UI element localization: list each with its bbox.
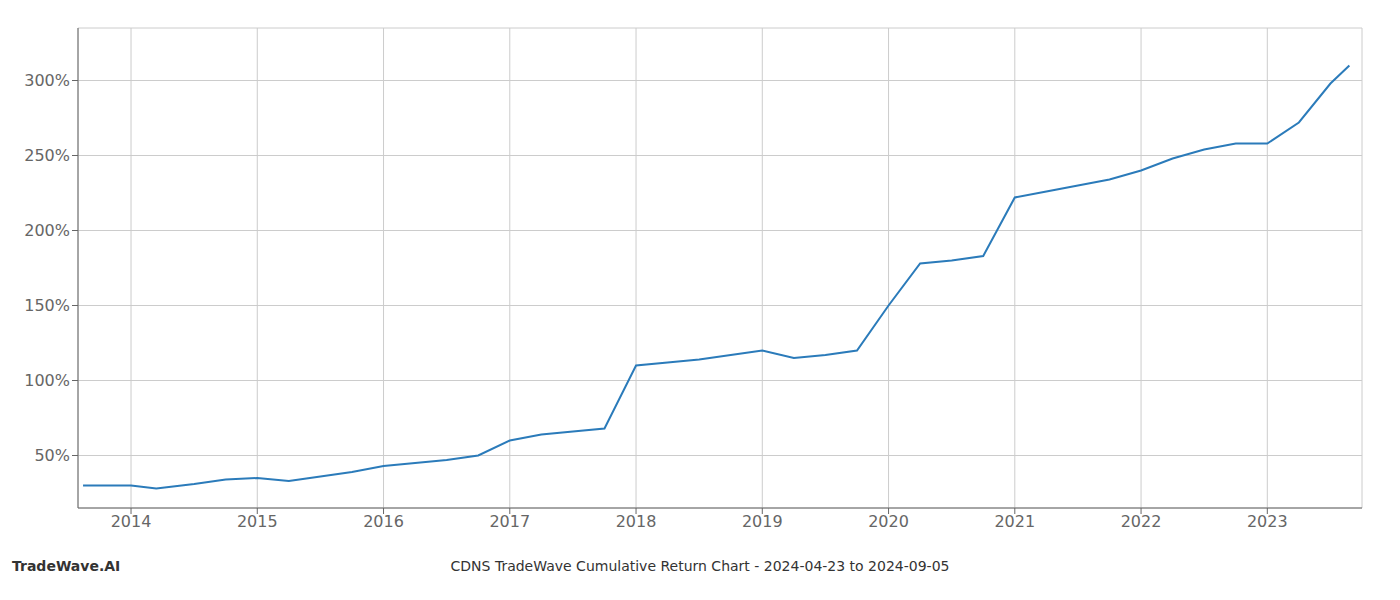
svg-text:2022: 2022 xyxy=(1121,512,1162,531)
svg-text:2016: 2016 xyxy=(363,512,404,531)
html-text:CDNS TradeWave Cumulative Retu: CDNS TradeWave Cumulative Return Chart -… xyxy=(450,558,950,574)
svg-text:150%: 150% xyxy=(24,296,70,315)
svg-text:50%: 50% xyxy=(34,446,70,465)
svg-text:2021: 2021 xyxy=(994,512,1035,531)
svg-text:100%: 100% xyxy=(24,371,70,390)
svg-text:2018: 2018 xyxy=(616,512,657,531)
svg-text:2023: 2023 xyxy=(1247,512,1288,531)
html-text:TradeWave.AI: TradeWave.AI xyxy=(12,558,121,574)
svg-text:200%: 200% xyxy=(24,221,70,240)
svg-text:300%: 300% xyxy=(24,71,70,90)
svg-text:2019: 2019 xyxy=(742,512,783,531)
svg-text:2017: 2017 xyxy=(489,512,530,531)
svg-text:250%: 250% xyxy=(24,146,70,165)
svg-text:2014: 2014 xyxy=(111,512,152,531)
svg-text:2015: 2015 xyxy=(237,512,278,531)
svg-text:2020: 2020 xyxy=(868,512,909,531)
